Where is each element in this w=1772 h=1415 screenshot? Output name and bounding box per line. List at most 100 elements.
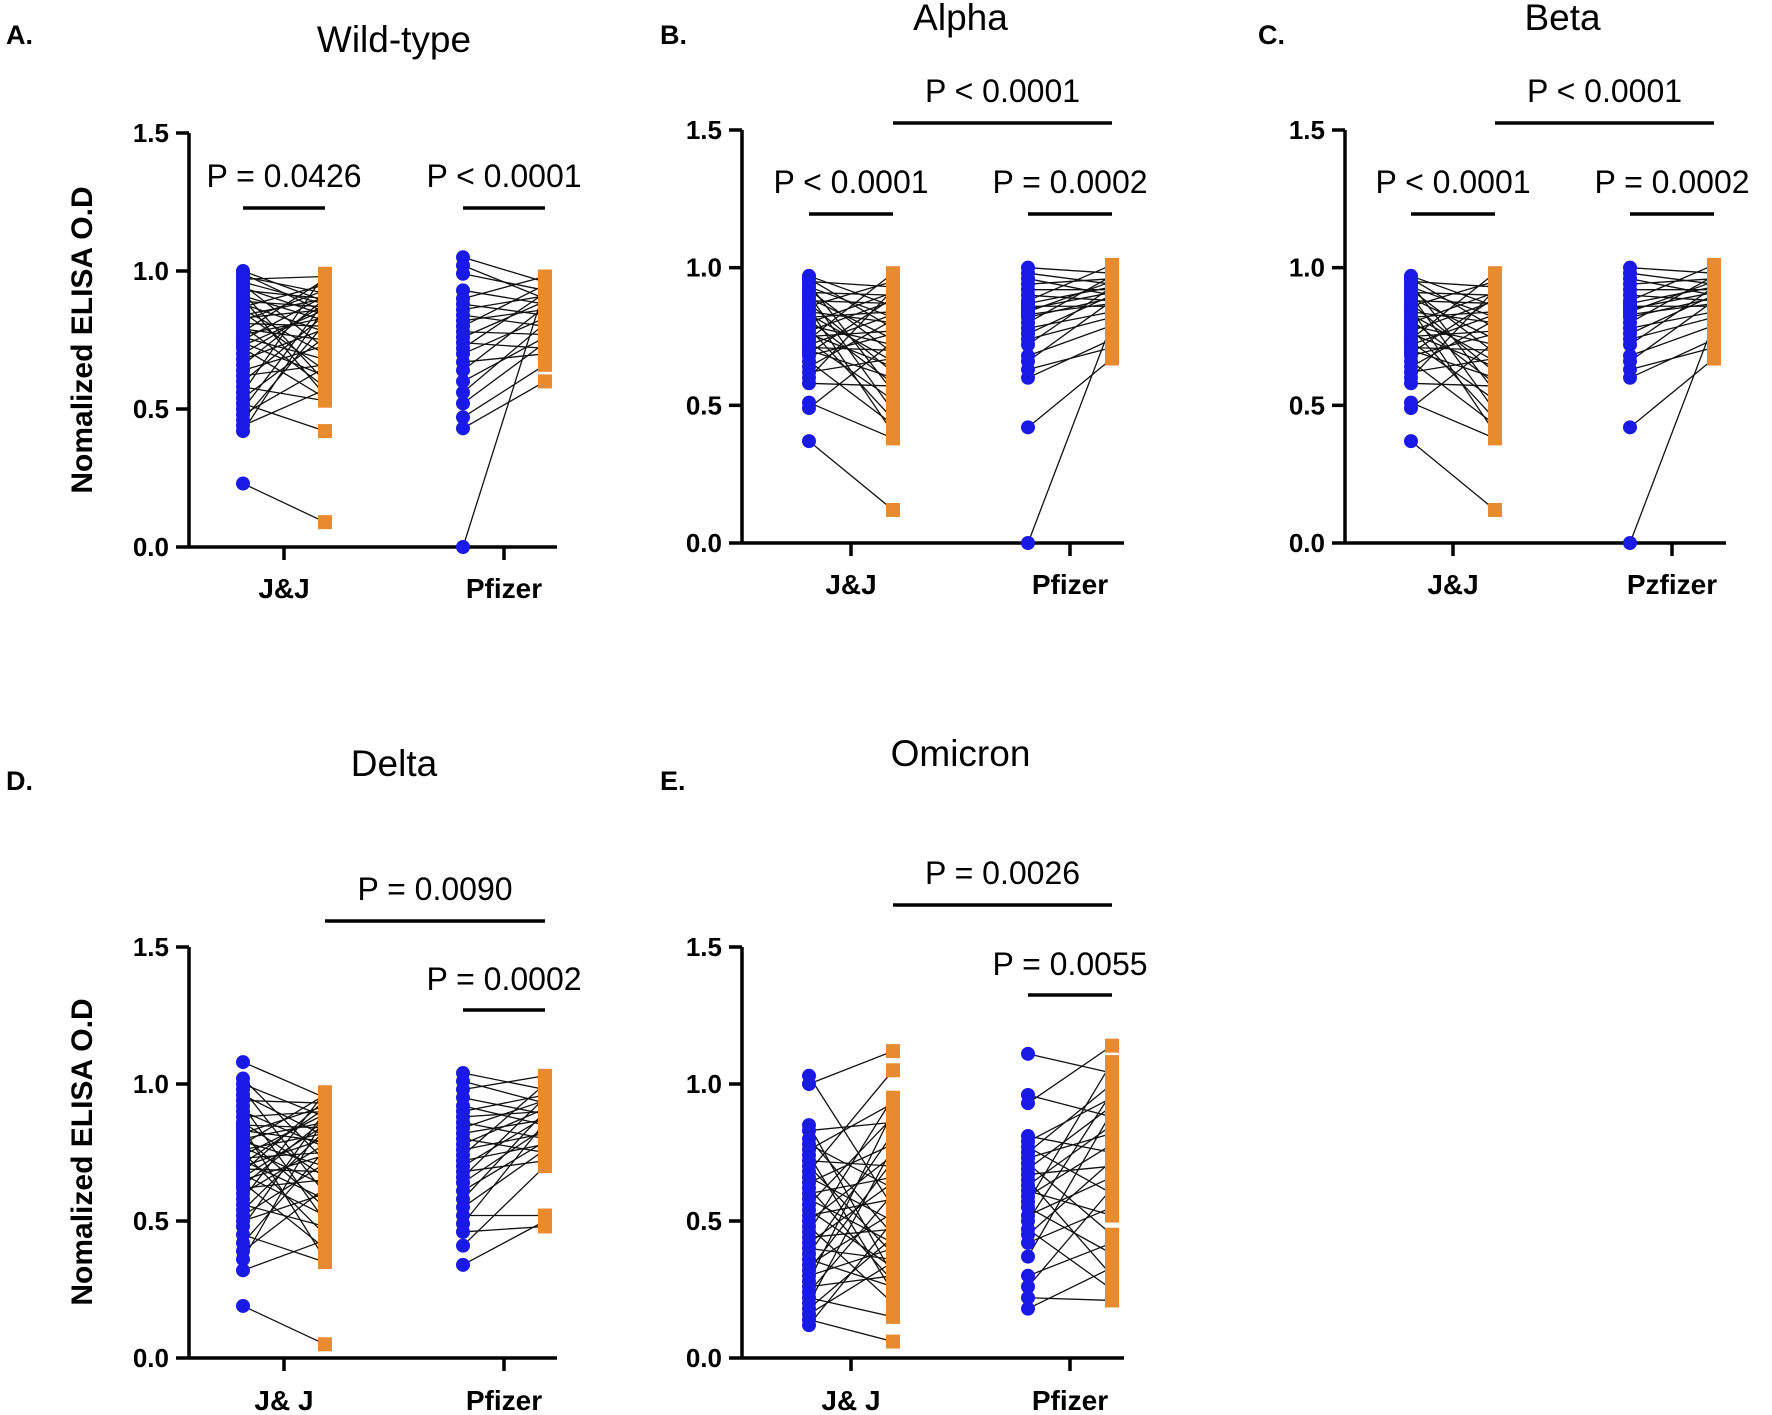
pair-lines (808, 1050, 894, 1343)
after-point (318, 1337, 332, 1352)
before-point (1623, 337, 1637, 352)
after-point (318, 1085, 332, 1100)
before-point (236, 476, 250, 491)
pair-line (1410, 311, 1496, 318)
pair-line (1629, 302, 1715, 316)
pair-line (242, 342, 326, 377)
pair-line (242, 281, 326, 305)
pair-line (1027, 1187, 1113, 1288)
pair-line (242, 297, 326, 316)
pair-line (242, 328, 326, 341)
y-tick-label: 1.0 (686, 253, 722, 283)
pair-line (462, 1097, 546, 1178)
pair-line (1629, 286, 1715, 346)
after-point (1105, 279, 1119, 294)
pair-line (242, 1111, 326, 1227)
after-point (538, 299, 552, 314)
before-point (802, 1318, 816, 1333)
after-point (1488, 417, 1502, 432)
pair-line (242, 1151, 326, 1159)
y-tick-label: 0.5 (686, 1206, 722, 1236)
pair-line (462, 256, 546, 283)
pair-line (242, 386, 326, 402)
pair-line (242, 1094, 326, 1137)
pair-line (462, 1121, 546, 1225)
pair-line (242, 1061, 326, 1099)
p-value-label: P = 0.0026 (925, 855, 1080, 891)
panel-title: Alpha (913, 0, 1008, 38)
pair-line (808, 1226, 894, 1304)
before-point (456, 374, 470, 389)
pair-line (462, 303, 546, 316)
pair-lines (1629, 264, 1715, 544)
pair-line (1027, 1206, 1113, 1244)
pair-line (242, 311, 326, 371)
before-point (1021, 1290, 1035, 1305)
pair-line (1410, 341, 1496, 409)
pair-line (1027, 1061, 1113, 1203)
pair-line (808, 319, 894, 368)
after-point (1707, 268, 1721, 283)
pair-line (1629, 275, 1715, 324)
pair-line (1027, 1143, 1113, 1197)
panel-3: C. Beta 0.0 0.5 1.0 1.5 J&J Pzfizer P < 0.0001 P … (1258, 0, 1750, 600)
pair-line (1027, 1160, 1113, 1236)
after-point (886, 335, 900, 350)
after-point (1105, 1246, 1119, 1261)
after-point (1105, 1038, 1119, 1053)
pair-line (808, 313, 894, 346)
pair-line (808, 1050, 894, 1085)
pair-lines (462, 1072, 546, 1266)
p-value-label: P < 0.0001 (1527, 73, 1682, 109)
pair-line (462, 287, 546, 548)
pair-line (1027, 1045, 1113, 1104)
pair-line (1629, 267, 1715, 274)
panel-title: Omicron (891, 733, 1031, 774)
pair-line (242, 1113, 326, 1156)
pair-line (462, 336, 546, 382)
pair-line (808, 349, 894, 379)
panel-4: D. Delta 0.0 0.5 1.0 1.5 Nomalized ELISA O.D J&… (6, 743, 582, 1415)
after-point (538, 1104, 552, 1119)
pair-line (242, 300, 326, 410)
pair-line (808, 401, 894, 439)
before-point (236, 1263, 250, 1278)
after-point (1105, 1293, 1119, 1308)
pair-line (242, 1130, 326, 1211)
pair-line (808, 1198, 894, 1217)
after-point (318, 1156, 332, 1171)
pair-line (1410, 349, 1496, 379)
after-point (886, 1090, 900, 1105)
pair-line (462, 1225, 546, 1233)
after-point (538, 1115, 552, 1130)
pair-line (808, 1247, 894, 1277)
pair-line (242, 298, 326, 366)
after-point (318, 1181, 332, 1196)
after-point (318, 1109, 332, 1124)
before-point (1623, 536, 1637, 550)
after-point (1488, 502, 1502, 517)
pair-line (242, 367, 326, 416)
pair-line (242, 300, 326, 308)
pair-line (242, 295, 326, 341)
p-value-label: P = 0.0002 (426, 961, 581, 997)
after-point (1707, 279, 1721, 294)
after-point (1707, 257, 1721, 272)
after-point (538, 374, 552, 389)
pair-line (808, 1143, 894, 1184)
pair-line (462, 1149, 546, 1208)
before-point (456, 1224, 470, 1239)
pair-line (242, 1146, 326, 1186)
pair-line (1027, 1179, 1113, 1277)
pair-line (242, 278, 326, 333)
pair-line (808, 1097, 894, 1233)
pair-line (808, 1275, 894, 1288)
after-point (886, 1241, 900, 1256)
x-category-label: Pfizer (1032, 569, 1108, 600)
pair-line (1629, 300, 1715, 362)
after-point (318, 1208, 332, 1223)
pair-line (1027, 1242, 1113, 1277)
after-point (886, 1334, 900, 1349)
after-point (538, 1142, 552, 1157)
pair-line (242, 308, 326, 319)
